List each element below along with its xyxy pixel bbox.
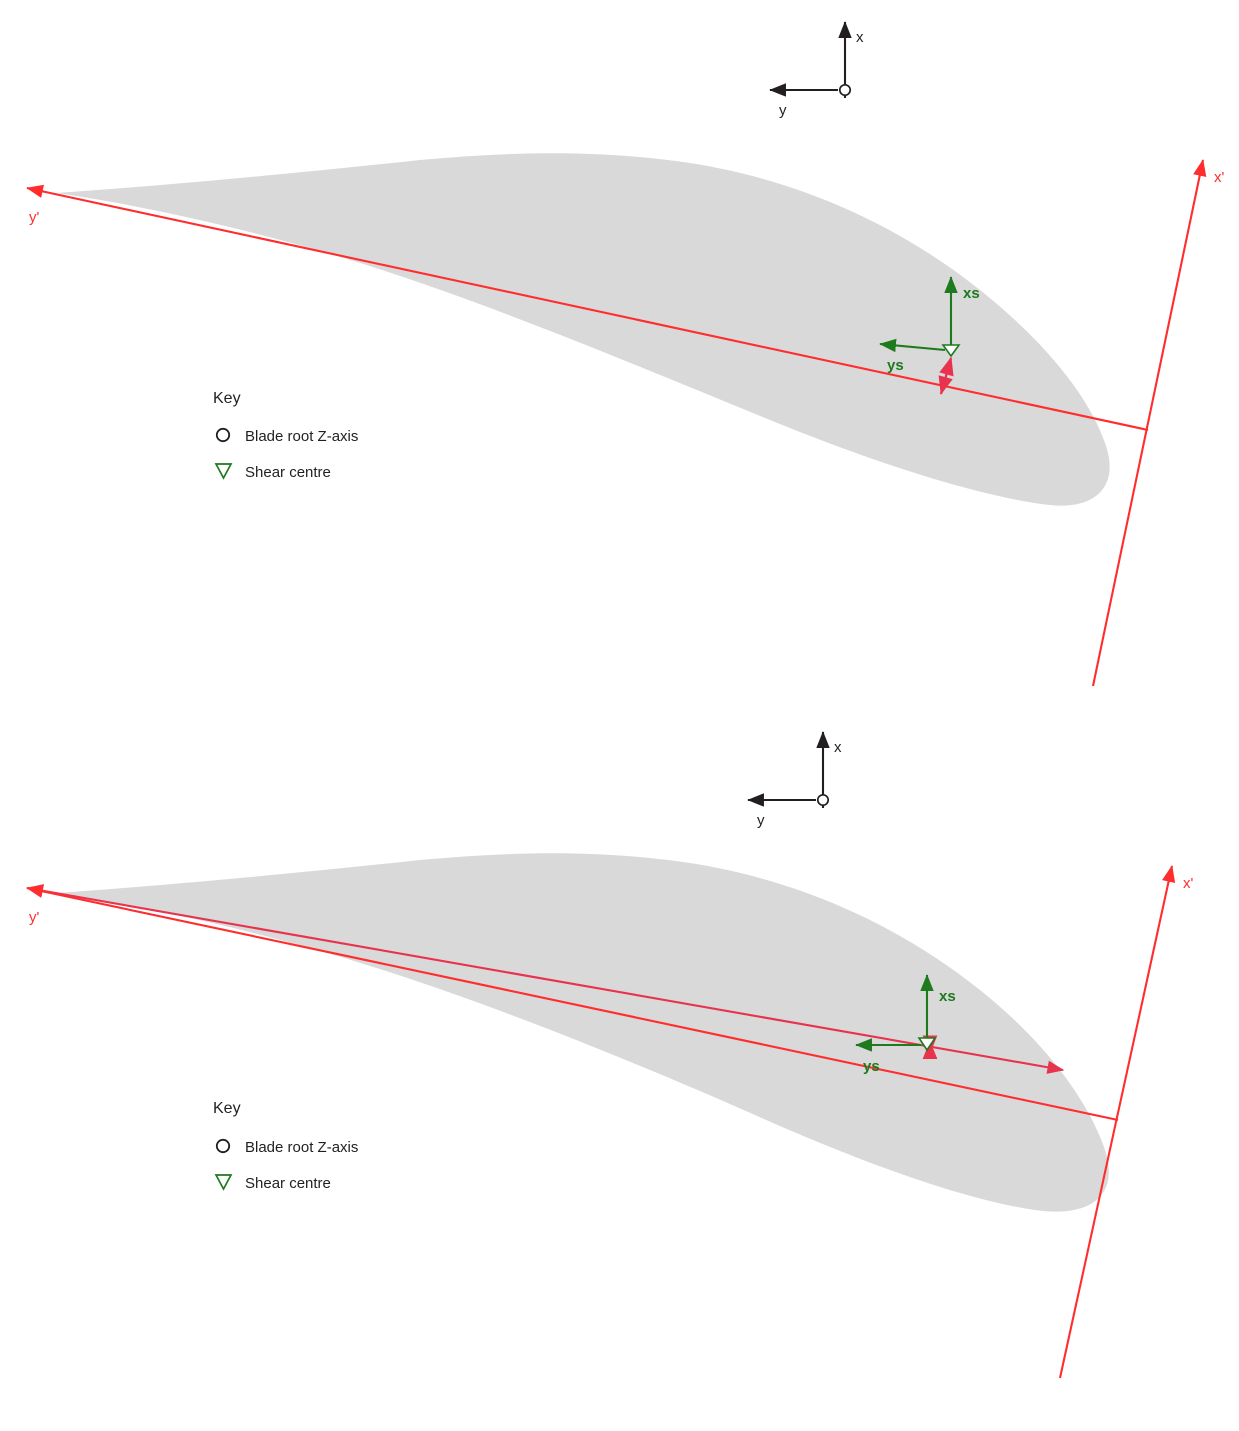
shear-centre-marker-icon xyxy=(941,344,961,358)
aerofoil-section-shape xyxy=(56,153,1110,506)
x-axis-label: x xyxy=(834,739,842,756)
x-axis-label: x xyxy=(856,29,864,46)
y-prime-axis-line xyxy=(26,884,1119,1122)
x-prime-axis-label: x' xyxy=(1214,169,1225,186)
ys-axis-arrow xyxy=(879,338,946,353)
global-axes-bottom: x y xyxy=(747,731,842,829)
key-item-label-blade-root-z-axis: Blade root Z-axis xyxy=(245,428,358,445)
panel-bottom: x y y' x' xs ys Key Blade root Z-axis xyxy=(26,731,1194,1379)
global-axes-top: x y xyxy=(769,21,864,119)
key-circle-icon xyxy=(215,427,231,443)
key-item-label-blade-root-z-axis: Blade root Z-axis xyxy=(245,1139,358,1156)
shear-centre-reference-line xyxy=(26,884,1065,1074)
blade-root-z-axis-origin-icon xyxy=(816,793,830,807)
y-axis-label: y xyxy=(757,812,765,829)
key-legend-top: Key Blade root Z-axis Shear centre xyxy=(213,390,358,481)
x-prime-axis-label: x' xyxy=(1183,875,1194,892)
x-prime-axis-line xyxy=(1091,159,1207,687)
shear-axes-top: xs ys xyxy=(879,276,980,374)
y-prime-axis-label: y' xyxy=(29,209,40,226)
x-prime-axis-line xyxy=(1058,865,1176,1379)
aerofoil-section-shape xyxy=(56,853,1109,1212)
panel-top: x y y' x' xs ys Key Blade root Z-axis Sh… xyxy=(26,21,1225,687)
key-triangle-icon xyxy=(214,1174,233,1191)
key-triangle-icon xyxy=(214,463,233,480)
xs-axis-label: xs xyxy=(939,988,956,1005)
shear-centre-marker-icon xyxy=(917,1037,937,1052)
key-title: Key xyxy=(213,390,241,407)
key-legend-bottom: Key Blade root Z-axis Shear centre xyxy=(213,1100,358,1192)
blade-root-z-axis-origin-icon xyxy=(838,83,852,97)
xs-axis-label: xs xyxy=(963,285,980,302)
shear-axes-bottom: xs ys xyxy=(855,974,956,1075)
y-prime-axis-line xyxy=(26,184,1149,432)
shear-centre-offset-arrow xyxy=(938,356,954,395)
key-title: Key xyxy=(213,1100,241,1117)
ys-axis-label: ys xyxy=(887,357,904,374)
y-axis-label: y xyxy=(779,102,787,119)
ys-axis-label: ys xyxy=(863,1058,880,1075)
key-circle-icon xyxy=(215,1138,231,1154)
y-prime-axis-label: y' xyxy=(29,909,40,926)
key-item-label-shear-centre: Shear centre xyxy=(245,1175,331,1192)
key-item-label-shear-centre: Shear centre xyxy=(245,464,331,481)
